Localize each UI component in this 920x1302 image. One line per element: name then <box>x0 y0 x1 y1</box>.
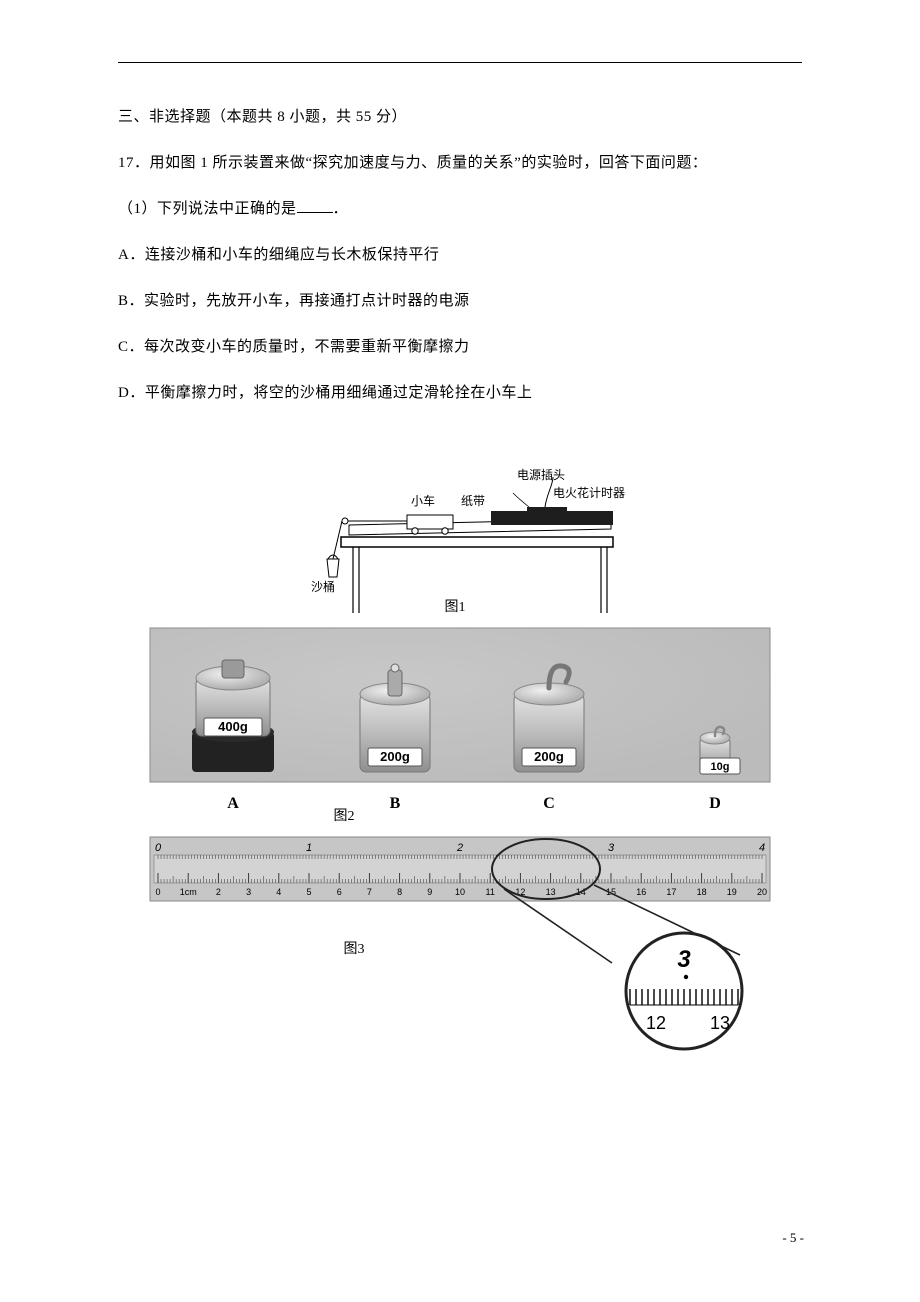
option-b: B．实验时，先放开小车，再接通打点计时器的电源 <box>118 289 802 313</box>
page-footer: - 5 - <box>782 1230 804 1246</box>
section-header: 三、非选择题（本题共 8 小题，共 55 分） <box>118 105 802 129</box>
figures-block: 沙桶 小车 纸带 电源插头 电火花计时器 图1 <box>118 463 802 1058</box>
figure-1-label: 图1 <box>445 600 466 613</box>
svg-text:17: 17 <box>666 887 676 897</box>
mag-top: 3 <box>677 946 691 973</box>
svg-text:19: 19 <box>727 887 737 897</box>
figure-2: 400g 200g 200g <box>144 624 776 829</box>
lower-marks: 01cm234567891011121314151617181920 <box>155 887 767 897</box>
figure-1: 沙桶 小车 纸带 电源插头 电火花计时器 图1 <box>295 463 625 618</box>
mass-c: 200g <box>534 749 564 764</box>
mag-13: 13 <box>710 1013 730 1033</box>
figure-3-label: 图3 <box>344 942 365 957</box>
figure-3: 01234 01cm234567891011121314151617181920… <box>144 833 776 1058</box>
mass-a: 400g <box>218 719 248 734</box>
question-stem: 17．用如图 1 所示装置来做“探究加速度与力、质量的关系”的实验时，回答下面问… <box>118 151 802 175</box>
figure-2-svg: 400g 200g 200g <box>144 624 776 824</box>
question-number: 17． <box>118 155 150 171</box>
svg-text:20: 20 <box>757 887 767 897</box>
label-plug: 电源插头 <box>517 468 565 482</box>
answer-blank <box>297 198 333 213</box>
letter-b: B <box>390 795 401 812</box>
svg-text:7: 7 <box>367 887 372 897</box>
svg-text:0: 0 <box>155 842 162 854</box>
svg-text:13: 13 <box>546 887 556 897</box>
sub-tail: ． <box>333 201 349 217</box>
svg-text:1: 1 <box>306 842 312 854</box>
label-tape: 纸带 <box>461 494 485 508</box>
option-c: C．每次改变小车的质量时，不需要重新平衡摩擦力 <box>118 335 802 359</box>
figure-2-label: 图2 <box>334 809 355 824</box>
svg-text:5: 5 <box>306 887 311 897</box>
svg-text:1cm: 1cm <box>180 887 197 897</box>
mass-b: 200g <box>380 749 410 764</box>
svg-text:18: 18 <box>697 887 707 897</box>
letter-d: D <box>709 795 721 812</box>
letter-a: A <box>227 795 239 812</box>
lower-ticks <box>158 873 762 883</box>
label-cart: 小车 <box>411 493 435 508</box>
label-sand: 沙桶 <box>311 579 335 594</box>
svg-text:0: 0 <box>155 887 160 897</box>
option-d: D．平衡摩擦力时，将空的沙桶用细绳通过定滑轮拴在小车上 <box>118 381 802 405</box>
svg-text:8: 8 <box>397 887 402 897</box>
question-sub: （1）下列说法中正确的是 ． <box>118 197 802 221</box>
svg-text:3: 3 <box>608 842 615 854</box>
svg-text:6: 6 <box>337 887 342 897</box>
mass-d: 10g <box>711 761 730 773</box>
svg-text:2: 2 <box>216 887 221 897</box>
figure-3-svg: 01234 01cm234567891011121314151617181920… <box>144 833 776 1053</box>
option-a: A．连接沙桶和小车的细绳应与长木板保持平行 <box>118 243 802 267</box>
top-rule <box>118 62 802 63</box>
weight-a: 400g <box>192 660 274 772</box>
svg-text:11: 11 <box>486 887 495 897</box>
sub-text: （1）下列说法中正确的是 <box>118 201 297 217</box>
svg-text:10: 10 <box>455 887 465 897</box>
svg-text:3: 3 <box>246 887 251 897</box>
svg-text:2: 2 <box>456 842 463 854</box>
svg-text:4: 4 <box>276 887 281 897</box>
label-timer: 电火花计时器 <box>553 485 625 500</box>
svg-text:4: 4 <box>759 842 765 854</box>
svg-text:9: 9 <box>427 887 432 897</box>
letter-c: C <box>543 795 555 812</box>
svg-text:16: 16 <box>636 887 646 897</box>
figure-1-svg: 沙桶 小车 纸带 电源插头 电火花计时器 图1 <box>295 463 625 613</box>
upper-ticks <box>158 855 762 859</box>
mag-12: 12 <box>646 1013 666 1033</box>
question-text: 用如图 1 所示装置来做“探究加速度与力、质量的关系”的实验时，回答下面问题： <box>150 155 708 171</box>
